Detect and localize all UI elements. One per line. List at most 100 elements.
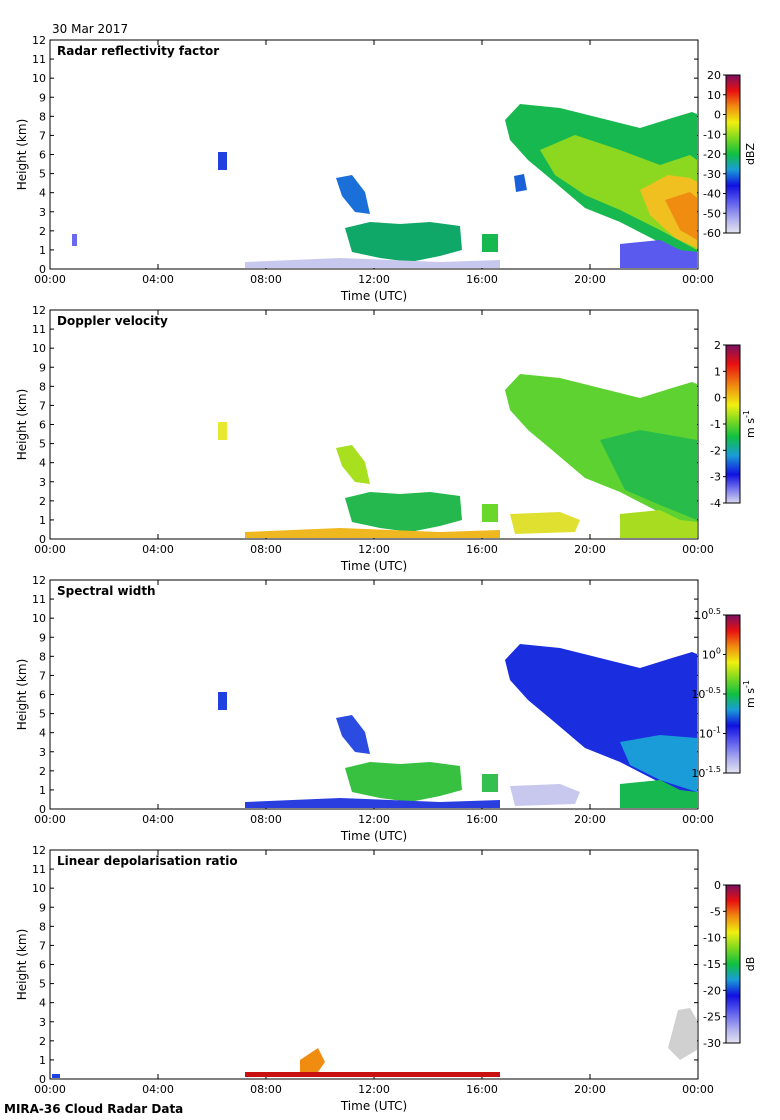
- spectral-width-upper-cloud-lower: [620, 735, 697, 792]
- colorbar-units-text: m s: [744, 418, 757, 438]
- reflectivity-speck-2: [72, 234, 77, 246]
- y-tick-label: 6: [39, 149, 46, 162]
- colorbar-tick-base: 10: [691, 688, 705, 701]
- ldr-surface-band: [245, 1072, 500, 1077]
- colorbar-tick-label: -25: [703, 1011, 721, 1024]
- y-tick-label: 5: [39, 708, 46, 721]
- doppler-mid-cloud: [336, 445, 370, 484]
- doppler-low-cloud-2: [482, 504, 498, 522]
- y-tick-label: 3: [39, 1016, 46, 1029]
- colorbar-tick-exponent: -0.5: [705, 686, 721, 695]
- y-tick-label: 12: [32, 304, 46, 317]
- colorbar-tick-label: -40: [703, 188, 721, 201]
- colorbar-units-text: dBZ: [744, 143, 757, 166]
- x-tick-label: 04:00: [142, 1083, 174, 1096]
- y-tick-label: 9: [39, 631, 46, 644]
- y-tick-label: 7: [39, 129, 46, 142]
- colorbar-scale: [725, 74, 741, 234]
- x-tick-label: 20:00: [574, 1083, 606, 1096]
- reflectivity-speck-1: [218, 152, 227, 170]
- spectral-width-near-surface: [245, 798, 500, 808]
- colorbar-tick-label: -10: [703, 932, 721, 945]
- colorbar-tick-label: -5: [710, 905, 721, 918]
- y-tick-label: 9: [39, 361, 46, 374]
- colorbar-units-text: dB: [744, 957, 757, 972]
- x-tick-label: 00:00: [682, 273, 714, 286]
- colorbar-units: m s-1: [742, 680, 757, 708]
- y-tick-label: 6: [39, 419, 46, 432]
- doppler-colorbar: 210-1-2-3-4m s-1: [710, 339, 757, 510]
- x-tick-label: 20:00: [574, 273, 606, 286]
- y-tick-label: 1: [39, 244, 46, 257]
- spectral-width-low-cloud: [345, 762, 462, 802]
- ldr-grey-trail: [668, 1008, 697, 1060]
- y-tick-label: 6: [39, 959, 46, 972]
- y-tick-label: 8: [39, 650, 46, 663]
- y-tick-label: 5: [39, 168, 46, 181]
- x-tick-label: 08:00: [250, 543, 282, 556]
- y-tick-label: 5: [39, 438, 46, 451]
- chart-title: Spectral width: [57, 584, 156, 598]
- y-tick-label: 2: [39, 225, 46, 238]
- y-tick-label: 1: [39, 514, 46, 527]
- x-tick-label: 08:00: [250, 813, 282, 826]
- colorbar-tick-label: -20: [703, 984, 721, 997]
- y-tick-label: 7: [39, 939, 46, 952]
- y-tick-label: 10: [32, 72, 46, 85]
- colorbar-tick-label: -15: [703, 958, 721, 971]
- y-tick-label: 12: [32, 34, 46, 47]
- colorbar-tick-label: 100: [702, 647, 721, 662]
- colorbar-scale: [725, 884, 741, 1044]
- x-tick-label: 00:00: [682, 813, 714, 826]
- x-tick-label: 12:00: [358, 273, 390, 286]
- spectral-width-mid-cloud: [336, 715, 370, 754]
- colorbar-tick-label: 10-1: [699, 726, 721, 741]
- doppler-echoes: [218, 374, 697, 538]
- colorbar-tick-base: 10: [694, 609, 708, 622]
- y-tick-label: 0: [39, 803, 46, 816]
- colorbar-tick-label: 2: [714, 339, 721, 352]
- x-tick-label: 20:00: [574, 543, 606, 556]
- y-tick-label: 2: [39, 1035, 46, 1048]
- doppler-near-surface: [245, 528, 500, 538]
- figure-footer: MIRA-36 Cloud Radar Data: [4, 1102, 183, 1116]
- colorbar-scale: [725, 344, 741, 504]
- plot-frame: [49, 849, 699, 1080]
- doppler-speck-1: [218, 422, 227, 440]
- x-tick-label: 00:00: [34, 273, 66, 286]
- doppler-low-cloud: [345, 492, 462, 532]
- ldr-echoes: [52, 1008, 697, 1078]
- x-tick-label: 16:00: [466, 273, 498, 286]
- colorbar-units: dBZ: [744, 143, 757, 166]
- spectral-width-upper-cloud: [505, 644, 697, 808]
- y-tick-label: 6: [39, 689, 46, 702]
- x-tick-label: 12:00: [358, 813, 390, 826]
- x-tick-label: 04:00: [142, 543, 174, 556]
- chart-title: Doppler velocity: [57, 314, 168, 328]
- chart-title: Linear depolarisation ratio: [57, 854, 238, 868]
- y-tick-label: 7: [39, 669, 46, 682]
- reflectivity-upper-cloud-max: [665, 192, 697, 240]
- spectral-width-late-low-2: [620, 780, 697, 808]
- y-axis-label: Height (km): [15, 389, 29, 460]
- colorbar-tick-label: -4: [710, 497, 721, 510]
- y-tick-label: 1: [39, 1054, 46, 1067]
- colorbar-tick-label: -2: [710, 444, 721, 457]
- colorbar-tick-label: 0: [714, 879, 721, 892]
- x-tick-label: 00:00: [682, 543, 714, 556]
- y-tick-label: 10: [32, 612, 46, 625]
- colorbar-tick-exponent: -1.5: [705, 765, 721, 774]
- colorbar-tick-exponent: 0.5: [708, 607, 721, 616]
- colorbar-units-exponent: -1: [742, 680, 751, 688]
- colorbar-tick-label: -50: [703, 207, 721, 220]
- colorbar-tick-label: 20: [707, 69, 721, 82]
- y-axis-label: Height (km): [15, 659, 29, 730]
- y-tick-label: 10: [32, 882, 46, 895]
- x-tick-label: 00:00: [682, 1083, 714, 1096]
- y-tick-label: 0: [39, 1073, 46, 1086]
- y-tick-label: 11: [32, 53, 46, 66]
- x-tick-label: 12:00: [358, 1083, 390, 1096]
